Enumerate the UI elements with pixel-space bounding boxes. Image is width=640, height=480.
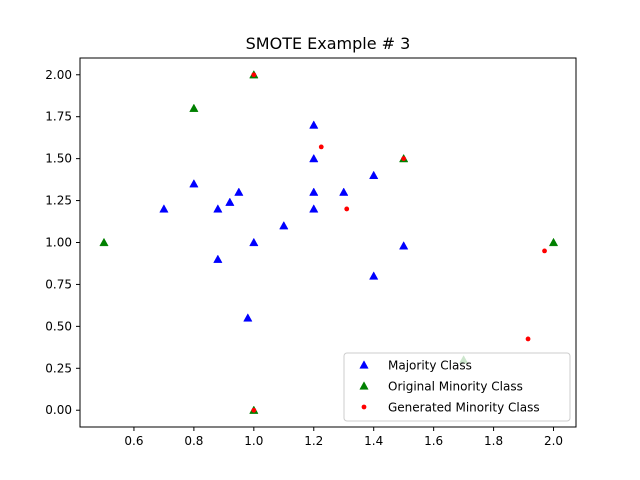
data-point-dot: [542, 248, 547, 254]
legend-marker: [359, 381, 369, 390]
x-tick-label: 0.8: [184, 434, 203, 448]
legend-marker: [359, 360, 369, 369]
data-point-dot: [401, 156, 407, 162]
y-tick-label: 1.00: [45, 236, 72, 250]
y-tick-label: 1.75: [45, 110, 72, 124]
data-point-triangle: [309, 120, 319, 129]
x-tick-label: 0.6: [124, 434, 143, 448]
x-tick-label: 1.2: [304, 434, 323, 448]
data-point-triangle: [548, 237, 559, 247]
data-point-triangle: [399, 241, 409, 250]
y-tick-label: 0.75: [45, 277, 72, 291]
data-point-triangle: [213, 254, 223, 263]
series-majority-class: [159, 120, 409, 322]
axis-ticks: 0.6 0.8 1.0 1.2 1.4 1.6 1.8 2.0 0.00 0.25 0.50 0.75…: [45, 68, 563, 448]
data-point-triangle: [213, 204, 223, 213]
legend-box: [343, 352, 571, 422]
data-point-triangle: [159, 204, 169, 213]
data-points: [99, 70, 559, 414]
legend-label: Generated Minority Class: [388, 401, 540, 415]
y-tick-label: 1.50: [45, 152, 72, 166]
x-tick-label: 1.0: [244, 434, 263, 448]
data-point-triangle: [309, 204, 319, 213]
data-point-triangle: [369, 170, 379, 180]
x-tick-label: 1.6: [424, 434, 443, 448]
data-point-dot: [251, 72, 257, 78]
chart-title: SMOTE Example # 3: [246, 34, 411, 53]
data-point-triangle: [234, 187, 244, 196]
legend-marker: [361, 404, 367, 410]
x-tick-label: 2.0: [544, 434, 563, 448]
data-point-dot: [251, 407, 257, 413]
x-tick-label: 1.8: [484, 434, 503, 448]
data-point-dot: [318, 144, 324, 150]
y-tick-label: 0.00: [45, 403, 72, 417]
x-tick-label: 1.4: [364, 434, 383, 448]
data-point-dot: [525, 336, 531, 342]
series-generated-minority-class: [251, 72, 547, 413]
data-point-triangle: [309, 153, 319, 163]
data-point-triangle: [249, 237, 259, 247]
data-point-triangle: [189, 179, 199, 188]
plot-frame: [79, 57, 577, 428]
data-point-triangle: [243, 313, 253, 322]
legend: Majority Class Original Minority Class Gen…: [343, 352, 571, 422]
legend-label: Majority Class: [388, 359, 472, 373]
data-point-triangle: [309, 187, 319, 196]
data-point-triangle: [99, 237, 109, 247]
y-tick-label: 1.25: [45, 194, 72, 208]
data-point-triangle: [339, 187, 349, 196]
data-point-triangle: [369, 271, 379, 280]
y-tick-label: 0.50: [45, 319, 72, 333]
y-tick-label: 0.25: [45, 361, 72, 375]
data-point-triangle: [225, 197, 235, 206]
data-point-triangle: [279, 221, 289, 230]
y-tick-label: 2.00: [45, 68, 72, 82]
data-point-dot: [344, 206, 350, 212]
legend-label: Original Minority Class: [388, 380, 523, 394]
data-point-triangle: [189, 103, 199, 112]
